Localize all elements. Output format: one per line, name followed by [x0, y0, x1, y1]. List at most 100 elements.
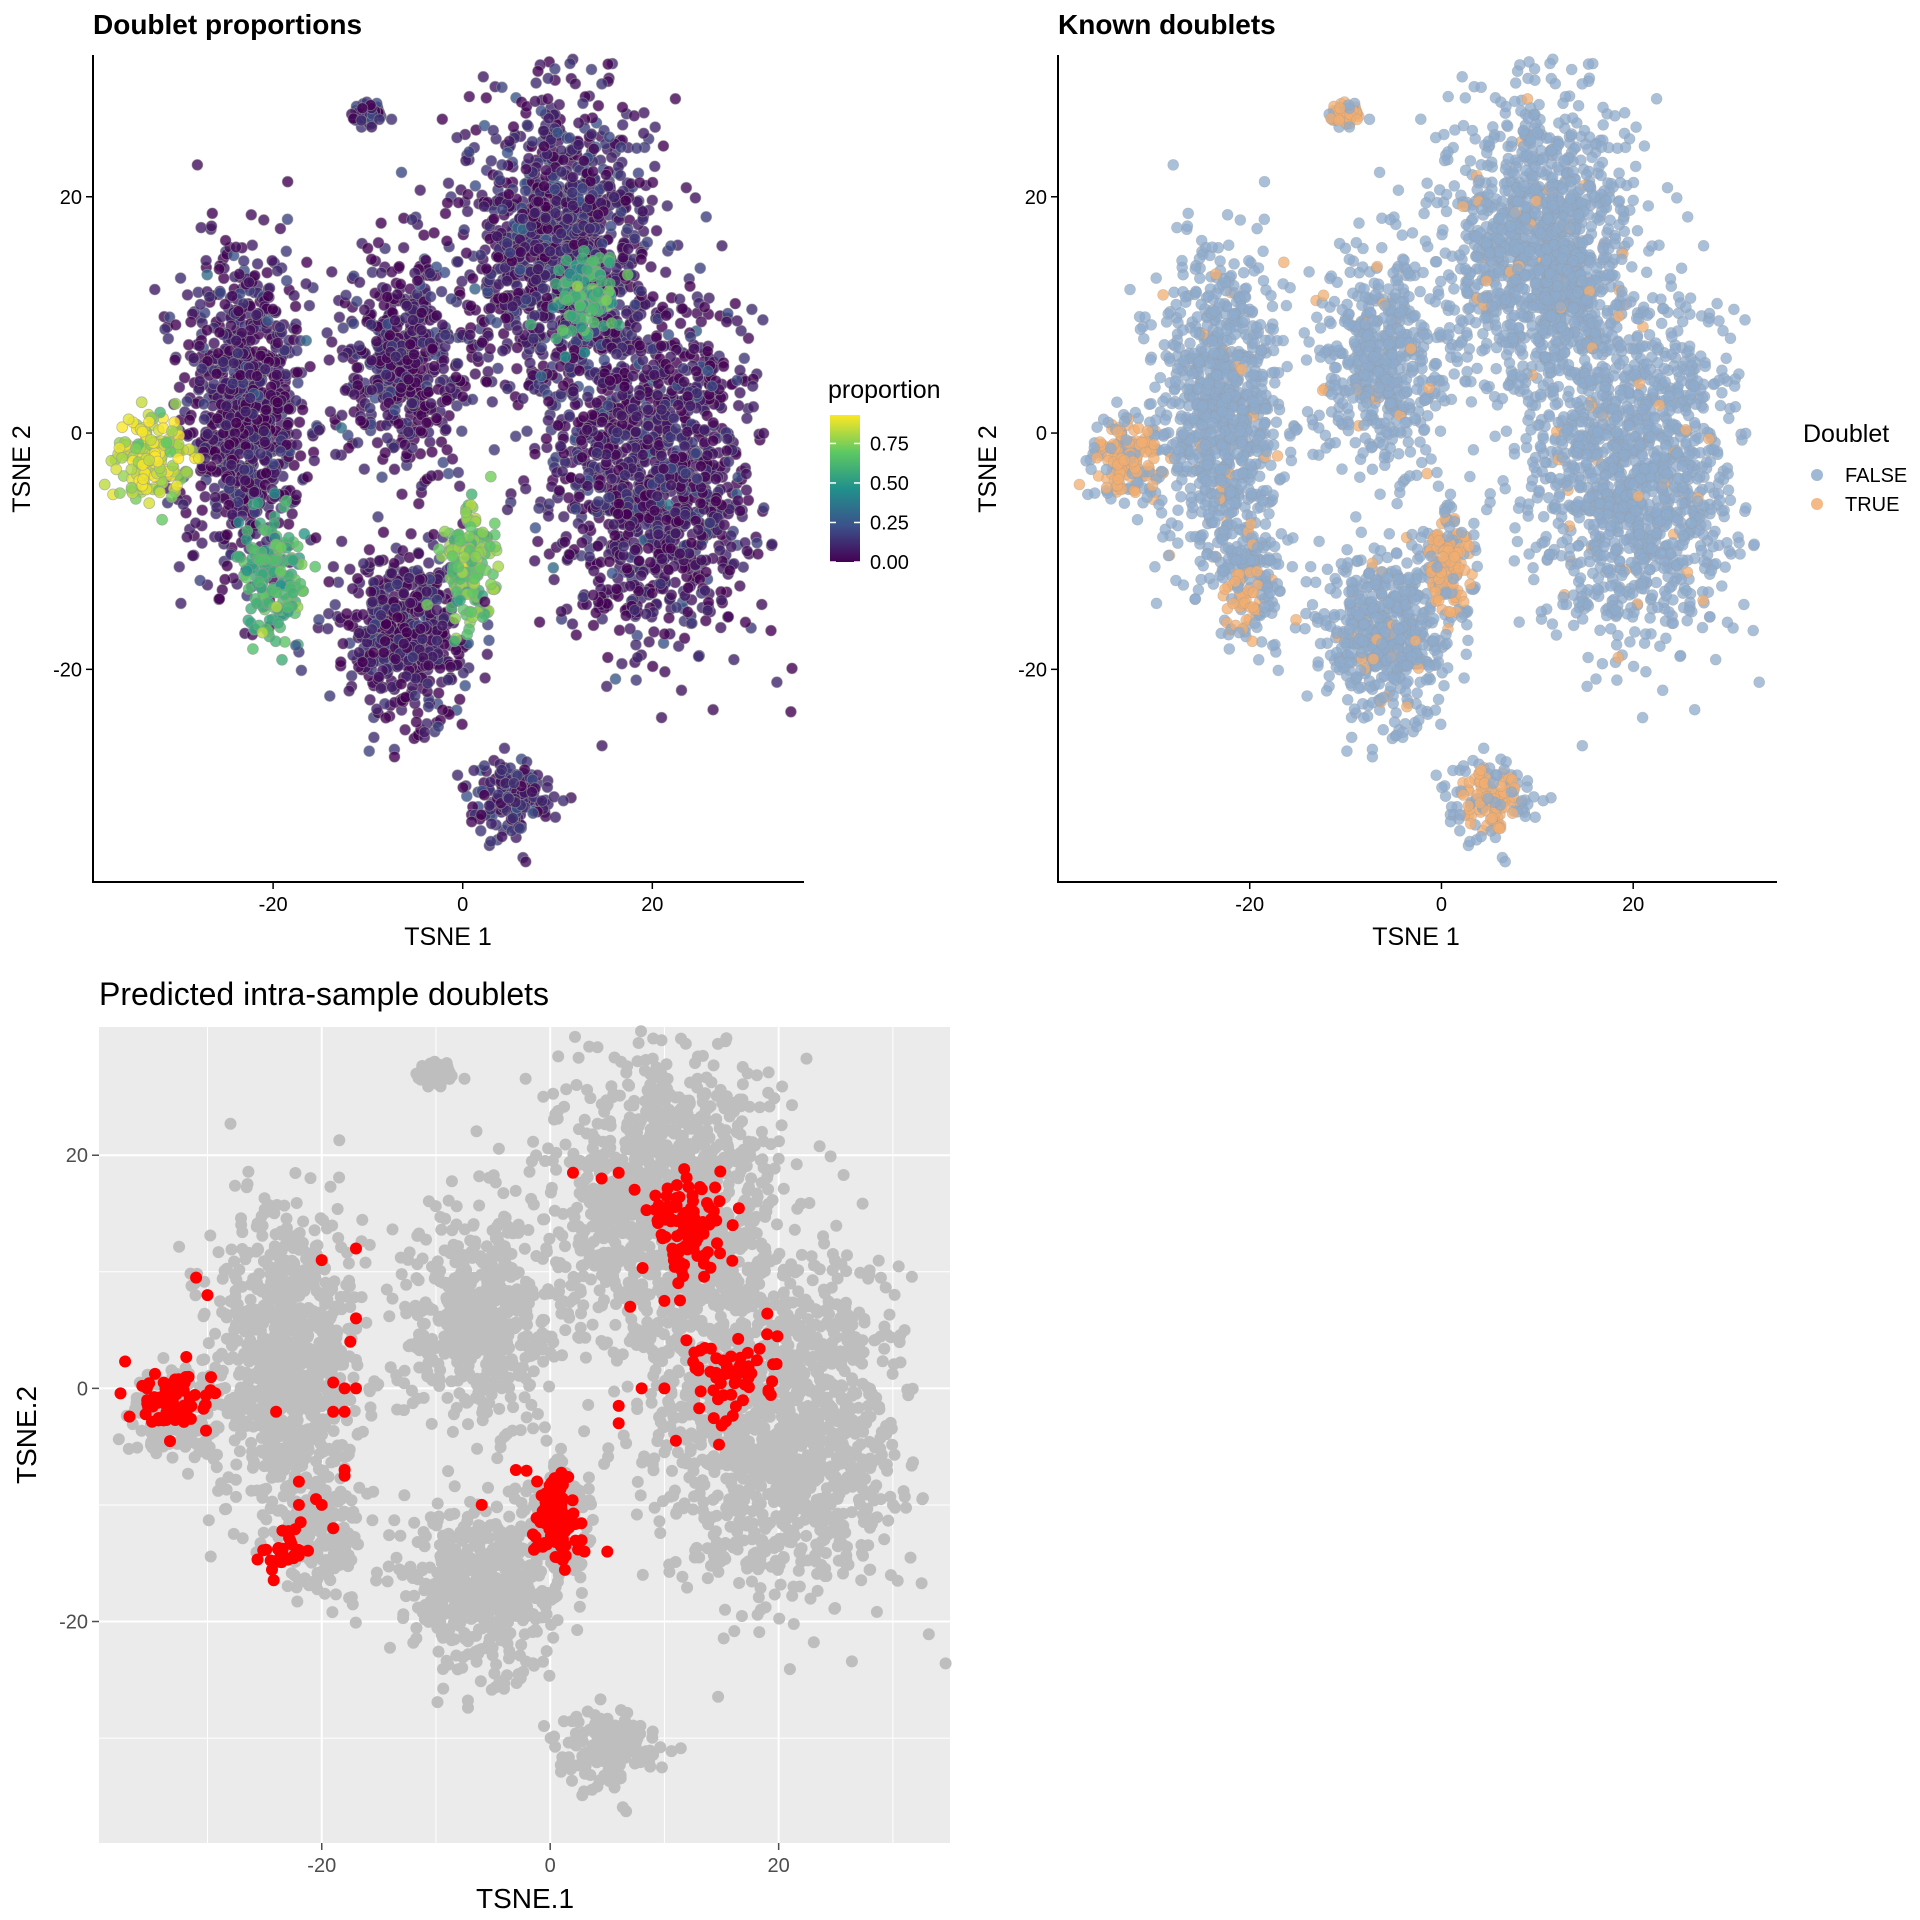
cell-point	[524, 357, 536, 369]
cell-point	[323, 354, 336, 366]
cell-point	[757, 427, 770, 440]
cell-point	[548, 573, 560, 586]
cell-point	[464, 328, 476, 341]
cell-point	[327, 560, 340, 573]
cell-point	[692, 523, 705, 536]
cell-point	[723, 564, 736, 577]
cell-point	[136, 425, 149, 438]
cell-point	[681, 606, 694, 618]
cell-point	[476, 526, 489, 539]
cell-point	[260, 467, 273, 480]
cell-point	[232, 516, 245, 529]
cell-point	[501, 382, 514, 395]
cell-point	[178, 371, 191, 384]
cell-point	[183, 413, 196, 426]
cell-point	[219, 234, 232, 247]
cell-point	[181, 531, 194, 543]
cell-point	[689, 191, 702, 204]
cell-point	[627, 370, 639, 382]
cell-point	[532, 263, 544, 276]
cell-point	[624, 520, 636, 532]
cell-point	[304, 360, 317, 373]
cell-point	[435, 285, 448, 298]
cell-point	[353, 276, 366, 289]
cell-point	[353, 340, 366, 352]
cell-point	[496, 344, 509, 357]
cell-point	[441, 443, 454, 456]
cell-point	[345, 670, 358, 682]
cell-point	[535, 105, 548, 117]
cell-point	[397, 241, 410, 254]
cell-point	[262, 290, 275, 303]
cell-point	[592, 479, 605, 492]
cell-point	[428, 226, 441, 239]
cell-point	[463, 90, 476, 103]
cell-point	[688, 342, 700, 355]
cell-point	[474, 249, 487, 262]
cell-point	[655, 711, 668, 724]
cell-point	[609, 673, 622, 685]
cell-point	[436, 319, 449, 331]
cell-point	[532, 195, 545, 208]
cell-point	[337, 351, 350, 364]
cell-point	[406, 213, 418, 226]
cell-point	[458, 551, 471, 563]
cell-point	[405, 527, 418, 540]
cell-point	[400, 626, 413, 639]
cell-point	[658, 628, 671, 640]
cell-point	[630, 142, 643, 155]
cell-point	[274, 565, 287, 578]
cell-point	[602, 58, 614, 70]
cell-point	[459, 679, 472, 692]
cell-point	[430, 412, 443, 425]
cell-point	[690, 365, 703, 378]
cell-point	[478, 595, 491, 608]
cell-point	[717, 360, 730, 373]
cell-point	[570, 629, 583, 641]
cell-point	[520, 293, 533, 306]
cell-point	[584, 222, 596, 235]
cell-point	[449, 612, 462, 625]
cell-point	[243, 276, 255, 289]
cell-point	[469, 282, 481, 295]
cell-point	[195, 362, 208, 375]
cell-point	[186, 549, 199, 562]
cell-point	[408, 690, 421, 702]
cell-point	[695, 460, 707, 473]
cell-point	[274, 222, 287, 235]
cell-point	[630, 425, 642, 438]
cell-point	[300, 256, 313, 269]
cell-point	[456, 718, 469, 731]
cell-point	[694, 262, 707, 275]
cell-point	[585, 128, 598, 140]
cell-point	[569, 503, 582, 516]
cell-point	[465, 606, 478, 618]
cell-point	[721, 433, 734, 445]
cell-point	[592, 99, 605, 112]
cell-point	[210, 501, 223, 514]
cell-point	[575, 434, 588, 447]
cell-point	[674, 317, 687, 330]
cell-point	[388, 750, 401, 763]
cell-point	[290, 394, 303, 407]
cell-point	[281, 601, 294, 613]
cell-point	[506, 300, 519, 313]
cell-point	[402, 425, 415, 438]
cell-point	[289, 300, 302, 313]
cell-point	[714, 621, 727, 634]
cell-point	[734, 386, 746, 399]
cell-point	[287, 554, 299, 567]
cell-point	[372, 236, 385, 249]
cell-point	[785, 705, 797, 718]
cell-point	[522, 152, 535, 165]
cell-point	[578, 154, 590, 167]
cell-point	[636, 205, 649, 218]
cell-point	[193, 375, 206, 388]
cell-point	[165, 491, 178, 504]
cell-point	[701, 449, 714, 462]
cell-point	[638, 106, 650, 119]
cell-point	[180, 465, 193, 478]
cell-point	[271, 264, 284, 277]
cell-point	[356, 656, 369, 668]
cell-point	[428, 360, 441, 373]
